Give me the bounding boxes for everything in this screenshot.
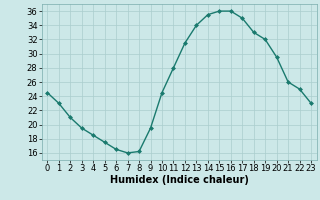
X-axis label: Humidex (Indice chaleur): Humidex (Indice chaleur) xyxy=(110,175,249,185)
